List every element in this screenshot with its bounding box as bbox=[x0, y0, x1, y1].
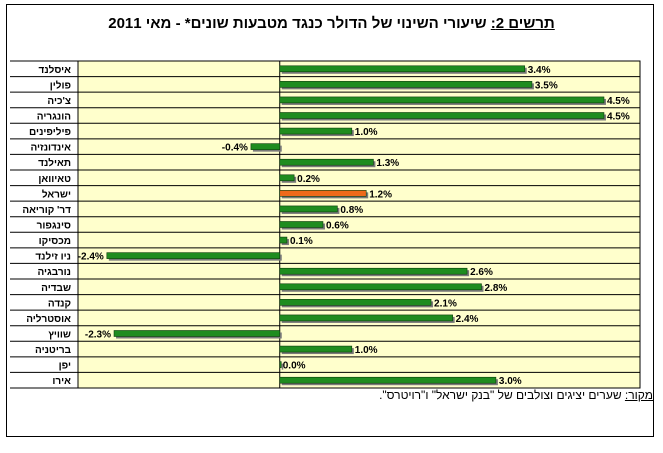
category-label: יפן bbox=[59, 361, 71, 372]
data-label: 0.0% bbox=[283, 361, 306, 372]
data-label: 2.1% bbox=[434, 298, 457, 309]
data-label: 0.8% bbox=[340, 205, 363, 216]
category-label: צ'כיה bbox=[47, 96, 71, 107]
bar bbox=[279, 205, 338, 213]
category-label: ניו זילנד bbox=[35, 251, 71, 263]
bar bbox=[106, 252, 281, 259]
chart-title-prefix: תרשים 2: bbox=[490, 15, 555, 32]
chart-title: תרשים 2: שיעורי השינוי של הדולר כנגד מטב… bbox=[0, 15, 663, 32]
chart-source: מקור: שערים יציגים וצולבים של "בנק ישראל… bbox=[379, 388, 653, 402]
category-label: מכסיקו bbox=[39, 236, 71, 247]
category-label: איסלנד bbox=[39, 64, 72, 76]
category-label: אוסטרליה bbox=[26, 313, 71, 325]
category-label: שבדיה bbox=[41, 283, 71, 294]
data-label: -2.4% bbox=[78, 252, 104, 263]
category-label: פולין bbox=[50, 79, 71, 91]
bar bbox=[279, 345, 353, 353]
category-label: פיליפינים bbox=[29, 126, 71, 138]
category-label: טאיוואן bbox=[38, 174, 71, 185]
bar bbox=[279, 127, 353, 135]
data-label: 3.4% bbox=[528, 65, 551, 76]
category-label: תאילנד bbox=[38, 157, 71, 169]
chart-title-text: שיעורי השינוי של הדולר כנגד מטבעות שונים… bbox=[108, 15, 487, 32]
bar bbox=[279, 267, 468, 275]
data-label: 0.2% bbox=[297, 174, 320, 185]
data-label: 2.8% bbox=[484, 283, 507, 294]
category-label: קנדה bbox=[48, 298, 71, 309]
bar bbox=[279, 158, 374, 166]
data-label: 0.1% bbox=[290, 236, 313, 247]
bar bbox=[279, 81, 533, 88]
bar bbox=[279, 236, 288, 244]
data-label: -2.3% bbox=[85, 330, 111, 341]
bar bbox=[279, 174, 295, 182]
data-label: 2.6% bbox=[470, 267, 493, 278]
data-label: 0.6% bbox=[326, 221, 349, 232]
data-label: 3.0% bbox=[499, 376, 522, 387]
category-label: סינגפור bbox=[37, 221, 71, 232]
category-label: ישראל bbox=[42, 188, 71, 200]
bar bbox=[279, 112, 605, 119]
data-label: 3.5% bbox=[535, 80, 558, 91]
bar bbox=[279, 376, 497, 384]
category-label: בריטניה bbox=[35, 345, 72, 356]
data-label: 4.5% bbox=[607, 112, 630, 123]
data-label: 4.5% bbox=[607, 96, 630, 107]
bar bbox=[279, 190, 367, 197]
bar bbox=[250, 143, 281, 150]
category-label: אירו bbox=[52, 376, 71, 387]
plot-area bbox=[77, 60, 641, 389]
category-label: אינדונזיה bbox=[30, 143, 71, 154]
data-label: 2.4% bbox=[456, 314, 479, 325]
category-label-area bbox=[10, 61, 78, 388]
source-label: מקור: bbox=[624, 388, 653, 402]
source-text: שערים יציגים וצולבים של "בנק ישראל" ו"רו… bbox=[379, 388, 622, 402]
category-label: נורבגיה bbox=[37, 267, 71, 278]
bar bbox=[279, 221, 324, 228]
bar bbox=[279, 314, 453, 322]
bar-shadow bbox=[281, 363, 284, 370]
category-label: שוויץ bbox=[48, 330, 71, 341]
data-label: 1.3% bbox=[376, 158, 399, 169]
bar bbox=[279, 65, 526, 73]
data-label: 1.0% bbox=[355, 345, 378, 356]
category-label: דר' קוריאה bbox=[22, 205, 71, 216]
bar bbox=[279, 299, 432, 306]
data-label: -0.4% bbox=[222, 143, 248, 154]
data-label: 1.2% bbox=[369, 189, 392, 200]
data-label: 1.0% bbox=[355, 127, 378, 138]
category-label: הונגריה bbox=[37, 112, 71, 123]
bar bbox=[113, 330, 281, 337]
bar bbox=[279, 361, 282, 368]
bar bbox=[279, 96, 605, 104]
bar bbox=[279, 283, 482, 291]
